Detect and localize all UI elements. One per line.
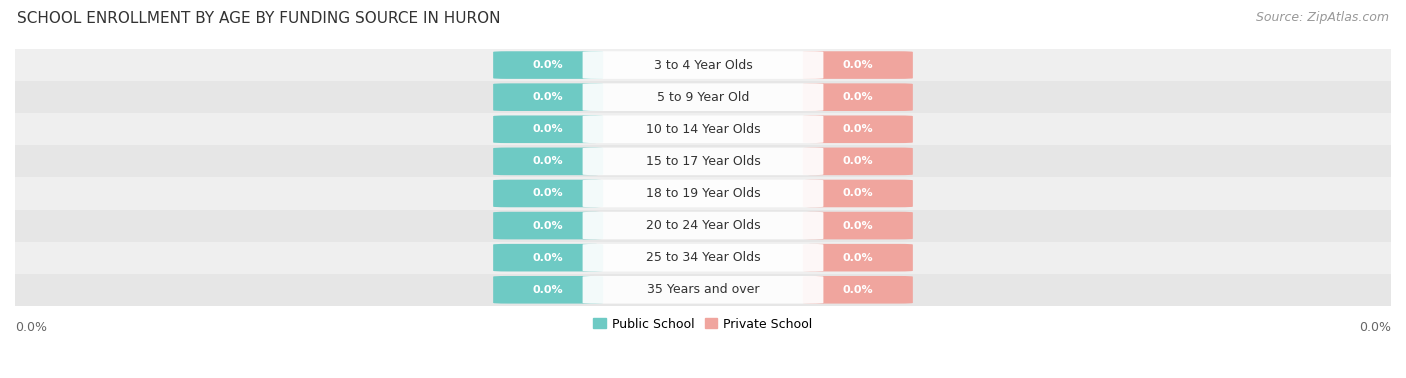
Bar [15,113,1391,145]
FancyBboxPatch shape [582,180,824,207]
Text: 0.0%: 0.0% [15,321,46,334]
Text: 25 to 34 Year Olds: 25 to 34 Year Olds [645,251,761,264]
FancyBboxPatch shape [494,276,603,304]
Text: SCHOOL ENROLLMENT BY AGE BY FUNDING SOURCE IN HURON: SCHOOL ENROLLMENT BY AGE BY FUNDING SOUR… [17,11,501,26]
Text: 0.0%: 0.0% [842,60,873,70]
Text: 15 to 17 Year Olds: 15 to 17 Year Olds [645,155,761,168]
Text: 0.0%: 0.0% [842,92,873,102]
Text: 0.0%: 0.0% [1360,321,1391,334]
Text: 20 to 24 Year Olds: 20 to 24 Year Olds [645,219,761,232]
Text: 0.0%: 0.0% [842,156,873,166]
FancyBboxPatch shape [582,84,824,111]
Bar [15,274,1391,306]
FancyBboxPatch shape [803,115,912,143]
Text: Source: ZipAtlas.com: Source: ZipAtlas.com [1256,11,1389,24]
FancyBboxPatch shape [582,115,824,143]
Text: 0.0%: 0.0% [533,92,564,102]
FancyBboxPatch shape [803,276,912,304]
Text: 0.0%: 0.0% [533,156,564,166]
FancyBboxPatch shape [494,147,603,175]
Bar [15,145,1391,177]
Text: 0.0%: 0.0% [842,189,873,198]
FancyBboxPatch shape [582,212,824,239]
FancyBboxPatch shape [803,147,912,175]
Text: 3 to 4 Year Olds: 3 to 4 Year Olds [654,59,752,71]
FancyBboxPatch shape [803,244,912,271]
Text: 10 to 14 Year Olds: 10 to 14 Year Olds [645,123,761,136]
FancyBboxPatch shape [494,212,603,239]
Text: 35 Years and over: 35 Years and over [647,283,759,296]
FancyBboxPatch shape [582,244,824,271]
Text: 0.0%: 0.0% [842,285,873,295]
FancyBboxPatch shape [494,51,603,79]
Text: 0.0%: 0.0% [533,285,564,295]
FancyBboxPatch shape [582,51,824,79]
Text: 5 to 9 Year Old: 5 to 9 Year Old [657,91,749,104]
Text: 0.0%: 0.0% [533,189,564,198]
FancyBboxPatch shape [494,115,603,143]
FancyBboxPatch shape [803,212,912,239]
FancyBboxPatch shape [494,244,603,271]
Bar [15,242,1391,274]
Text: 0.0%: 0.0% [842,221,873,231]
FancyBboxPatch shape [803,180,912,207]
Text: 0.0%: 0.0% [533,124,564,134]
Bar [15,49,1391,81]
Bar [15,209,1391,242]
Text: 0.0%: 0.0% [842,253,873,263]
FancyBboxPatch shape [582,276,824,304]
Text: 18 to 19 Year Olds: 18 to 19 Year Olds [645,187,761,200]
Text: 0.0%: 0.0% [533,253,564,263]
Bar [15,81,1391,113]
FancyBboxPatch shape [494,180,603,207]
Text: 0.0%: 0.0% [842,124,873,134]
Text: 0.0%: 0.0% [533,221,564,231]
FancyBboxPatch shape [494,84,603,111]
FancyBboxPatch shape [803,51,912,79]
FancyBboxPatch shape [803,84,912,111]
Legend: Public School, Private School: Public School, Private School [588,313,818,336]
Text: 0.0%: 0.0% [533,60,564,70]
FancyBboxPatch shape [582,147,824,175]
Bar [15,177,1391,209]
